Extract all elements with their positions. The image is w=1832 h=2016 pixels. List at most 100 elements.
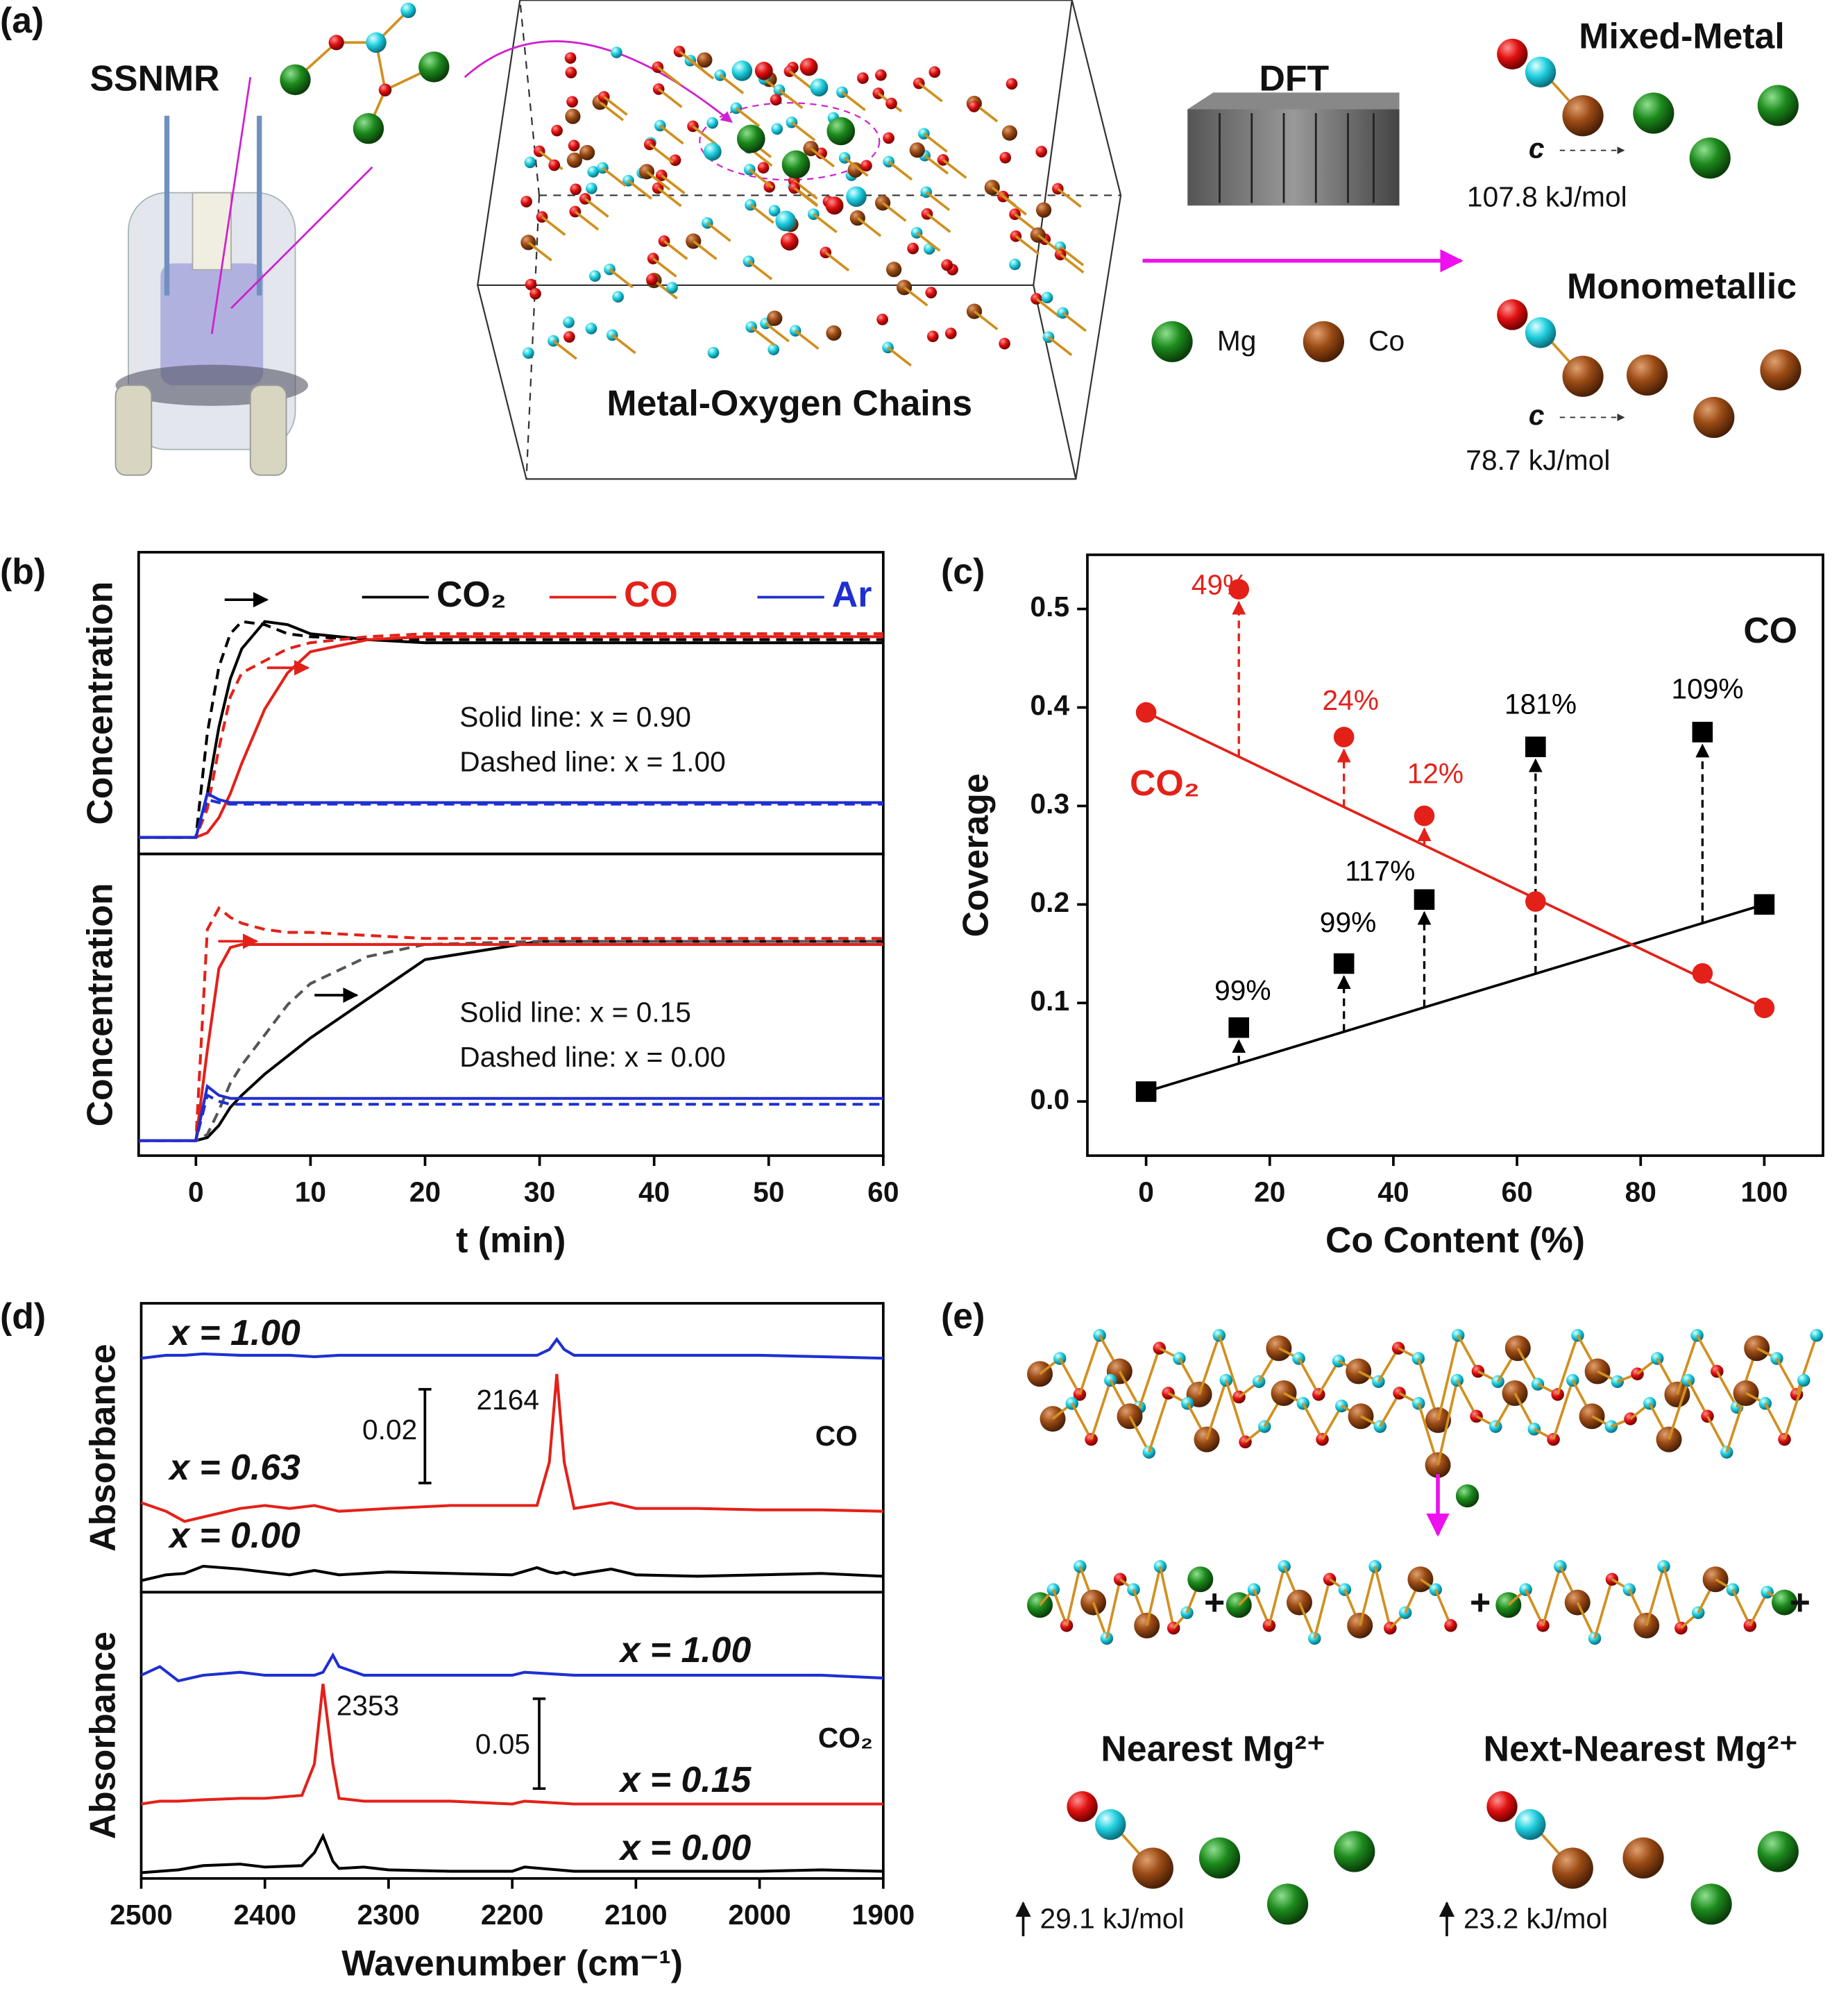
y-tick-label: 0.2 [1030,886,1070,918]
label: c [1529,132,1545,164]
atom [1622,1837,1664,1879]
bond [611,334,636,355]
legend-label: CO₂ [436,574,507,614]
atom [1053,1352,1067,1365]
atom [1810,1329,1824,1342]
plot-frame [1086,553,1824,1158]
bond [991,186,1017,207]
atom [999,337,1010,350]
bond [1775,1357,1798,1396]
x-tick-label: 60 [867,1176,899,1208]
atom [612,291,624,303]
atom [666,282,678,294]
annotation: Solid line: x = 0.90 [459,701,691,733]
atoms [280,2,1824,1925]
annotation: 0.02 [362,1414,417,1446]
marker [1135,702,1157,723]
series-line [138,940,883,1142]
y-tick-label: 0.3 [1030,788,1070,820]
bond [719,74,745,94]
bond [659,124,684,145]
atom [909,142,925,158]
atom [1757,1831,1799,1872]
y-axis-label: Absorbance [82,1344,122,1551]
label: Mg [1217,325,1257,357]
atom [825,196,844,215]
x-tick-label: 2200 [481,1899,544,1931]
x-tick-label: 50 [753,1176,784,1208]
series-label: x = 0.00 [167,1515,300,1555]
bond [749,203,774,224]
bond [693,240,718,260]
bond [645,170,671,191]
series-line [138,620,883,839]
atom [1772,1589,1798,1616]
bond [1015,235,1040,255]
bond [1035,298,1060,318]
bond [903,286,928,307]
atom [1067,1791,1098,1822]
atom [757,162,770,174]
bond [1457,1335,1479,1372]
bond [841,91,866,112]
legend-label: CO [624,574,678,614]
panel-label: (b) [0,551,46,591]
x-tick-label: 0 [1138,1176,1154,1208]
bond [915,231,941,252]
marker [1754,997,1775,1019]
atom [563,331,575,343]
bond [925,191,951,212]
atom [585,323,597,334]
atom [523,347,534,359]
bond [602,167,627,187]
bond [1715,1371,1738,1408]
bond [653,279,678,300]
bond [1436,1335,1460,1421]
legend-label: Ar [832,574,872,614]
atom [646,273,658,286]
bond [942,158,967,179]
atom [883,132,894,144]
bond [627,179,652,200]
atom [570,183,582,196]
label: Co [1368,325,1405,357]
x-tick-label: 100 [1740,1176,1788,1208]
bond [1138,1348,1161,1408]
series-line [138,632,883,839]
atom [1562,355,1604,397]
bond [749,169,774,189]
atom [1151,321,1193,362]
label: Metal-Oxygen Chains [607,383,972,423]
bond [1513,1392,1536,1430]
atom [885,97,897,110]
series-label: x = 0.63 [167,1447,300,1487]
atom [1562,95,1604,137]
bond [1105,1579,1121,1639]
atom [564,52,577,64]
bond [924,154,949,175]
atom [907,242,919,255]
atom [1035,202,1052,218]
atom [847,162,863,178]
x-tick-label: 20 [409,1176,441,1208]
series-label: CO [1743,610,1797,650]
annotation: 99% [1214,974,1271,1006]
atom [857,72,869,84]
marker [1228,1017,1250,1038]
series-label: CO₂ [1130,763,1200,803]
panel-label: (c) [941,551,985,591]
bond [1662,1566,1683,1629]
bond [1062,312,1087,332]
atom [999,151,1012,164]
bond [788,70,814,91]
atom [941,259,953,271]
bond [735,107,761,128]
atom [1332,1355,1346,1368]
series-label: x = 1.00 [167,1312,300,1353]
atom [875,69,887,81]
atom [767,344,780,355]
label: 78.7 kJ/mol [1466,444,1610,476]
annotation: 2353 [337,1690,400,1722]
bond [1783,1380,1806,1440]
